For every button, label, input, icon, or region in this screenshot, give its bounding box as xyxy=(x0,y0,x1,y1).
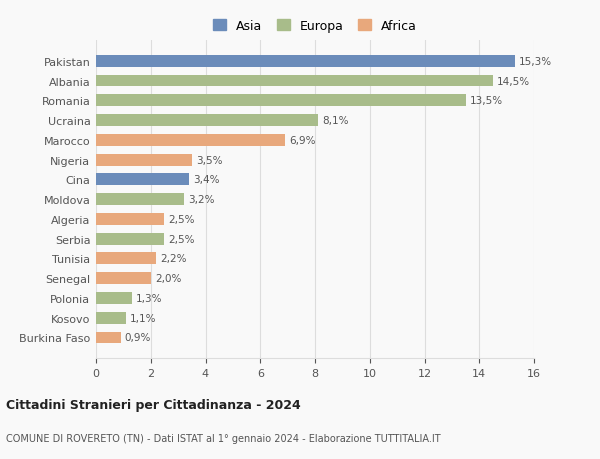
Text: 13,5%: 13,5% xyxy=(470,96,503,106)
Text: 3,4%: 3,4% xyxy=(193,175,220,185)
Text: 1,1%: 1,1% xyxy=(130,313,157,323)
Bar xyxy=(96,56,515,67)
Text: 14,5%: 14,5% xyxy=(497,76,530,86)
Text: 2,5%: 2,5% xyxy=(169,214,195,224)
Text: 8,1%: 8,1% xyxy=(322,116,349,126)
Bar xyxy=(96,292,131,304)
Bar xyxy=(96,253,156,265)
Bar xyxy=(96,194,184,206)
Bar xyxy=(96,134,285,146)
Bar xyxy=(96,115,318,127)
Bar xyxy=(96,213,164,225)
Legend: Asia, Europa, Africa: Asia, Europa, Africa xyxy=(209,16,421,36)
Bar xyxy=(96,273,151,285)
Text: 3,5%: 3,5% xyxy=(196,155,223,165)
Text: 0,9%: 0,9% xyxy=(125,333,151,343)
Text: 2,2%: 2,2% xyxy=(160,254,187,264)
Bar xyxy=(96,95,466,107)
Text: 3,2%: 3,2% xyxy=(188,195,214,205)
Text: 15,3%: 15,3% xyxy=(519,56,552,67)
Text: Cittadini Stranieri per Cittadinanza - 2024: Cittadini Stranieri per Cittadinanza - 2… xyxy=(6,398,301,412)
Bar xyxy=(96,75,493,87)
Bar xyxy=(96,154,192,166)
Bar xyxy=(96,174,189,186)
Text: 2,5%: 2,5% xyxy=(169,234,195,244)
Text: 2,0%: 2,0% xyxy=(155,274,181,284)
Text: 6,9%: 6,9% xyxy=(289,135,316,146)
Bar xyxy=(96,332,121,344)
Text: COMUNE DI ROVERETO (TN) - Dati ISTAT al 1° gennaio 2024 - Elaborazione TUTTITALI: COMUNE DI ROVERETO (TN) - Dati ISTAT al … xyxy=(6,433,440,442)
Bar xyxy=(96,233,164,245)
Bar xyxy=(96,312,126,324)
Text: 1,3%: 1,3% xyxy=(136,293,162,303)
